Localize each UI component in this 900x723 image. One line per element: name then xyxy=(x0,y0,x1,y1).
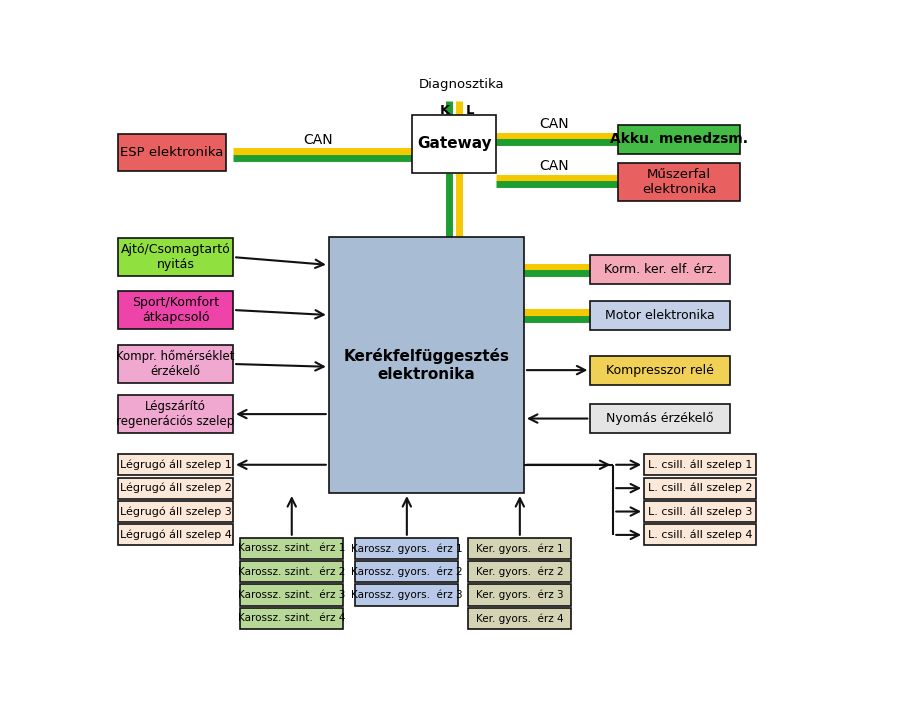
Text: Gateway: Gateway xyxy=(417,137,491,151)
Text: Ker. gyors.  érz 4: Ker. gyors. érz 4 xyxy=(476,613,563,624)
Bar xyxy=(118,478,233,499)
Bar xyxy=(240,561,344,582)
Text: Karossz. szint.  érz 1: Karossz. szint. érz 1 xyxy=(238,543,346,553)
Text: Légrugó áll szelep 2: Légrugó áll szelep 2 xyxy=(120,483,231,493)
Text: K: K xyxy=(439,103,450,116)
Text: Korm. ker. elf. érz.: Korm. ker. elf. érz. xyxy=(604,263,716,276)
Text: L. csill. áll szelep 2: L. csill. áll szelep 2 xyxy=(647,483,752,493)
Text: Diagnosztika: Diagnosztika xyxy=(418,78,504,91)
Text: Kompresszor relé: Kompresszor relé xyxy=(606,364,714,377)
Text: ESP elektronika: ESP elektronika xyxy=(121,146,224,159)
Text: Ker. gyors.  érz 1: Ker. gyors. érz 1 xyxy=(476,543,563,554)
Bar xyxy=(118,501,233,522)
Text: L: L xyxy=(465,103,474,116)
Bar xyxy=(618,163,740,201)
Bar xyxy=(412,114,496,173)
Bar xyxy=(240,538,344,559)
Bar xyxy=(240,608,344,629)
Bar xyxy=(644,478,756,499)
Bar xyxy=(590,404,730,433)
Bar xyxy=(590,301,730,330)
Text: Nyomás érzékelő: Nyomás érzékelő xyxy=(607,412,714,425)
Bar xyxy=(118,345,233,383)
Text: Műszerfal
elektronika: Műszerfal elektronika xyxy=(642,168,716,196)
Text: Karossz. gyors.  érz 3: Karossz. gyors. érz 3 xyxy=(351,590,463,600)
Bar xyxy=(356,538,458,559)
Text: Légrugó áll szelep 1: Légrugó áll szelep 1 xyxy=(120,460,231,470)
Text: Légszárító
regenerációs szelep: Légszárító regenerációs szelep xyxy=(116,400,235,428)
Text: Sport/Komfort
átkapcsoló: Sport/Komfort átkapcsoló xyxy=(132,296,220,324)
Text: Karossz. szint.  érz 2: Karossz. szint. érz 2 xyxy=(238,567,346,577)
Bar xyxy=(356,561,458,582)
Text: L. csill. áll szelep 1: L. csill. áll szelep 1 xyxy=(648,460,752,470)
Text: Karossz. gyors.  érz 2: Karossz. gyors. érz 2 xyxy=(351,566,463,577)
Bar xyxy=(468,584,572,606)
Bar xyxy=(618,124,740,153)
Bar xyxy=(644,454,756,475)
Text: Karossz. szint.  érz 4: Karossz. szint. érz 4 xyxy=(238,613,346,623)
Bar xyxy=(118,454,233,475)
Text: L. csill. áll szelep 4: L. csill. áll szelep 4 xyxy=(647,530,752,540)
Bar xyxy=(468,538,572,559)
Text: Karossz. szint.  érz 3: Karossz. szint. érz 3 xyxy=(238,590,346,600)
Text: CAN: CAN xyxy=(539,117,569,132)
Bar xyxy=(468,561,572,582)
Text: Légrugó áll szelep 3: Légrugó áll szelep 3 xyxy=(120,506,231,517)
Text: L. csill. áll szelep 3: L. csill. áll szelep 3 xyxy=(648,506,752,517)
Bar xyxy=(644,501,756,522)
Text: Ker. gyors.  érz 2: Ker. gyors. érz 2 xyxy=(476,566,563,577)
Bar xyxy=(644,524,756,545)
Text: CAN: CAN xyxy=(539,159,569,173)
Bar xyxy=(118,238,233,276)
Bar xyxy=(468,608,572,629)
Text: Légrugó áll szelep 4: Légrugó áll szelep 4 xyxy=(120,530,231,540)
Text: Kompr. hőmérséklet
érzékelő: Kompr. hőmérséklet érzékelő xyxy=(116,350,235,378)
Bar xyxy=(356,584,458,606)
Text: Kerékfelfüggesztés
elektronika: Kerékfelfüggesztés elektronika xyxy=(344,348,509,382)
Text: Motor elektronika: Motor elektronika xyxy=(605,309,715,322)
Bar xyxy=(328,237,524,493)
Bar xyxy=(118,524,233,545)
Text: Ker. gyors.  érz 3: Ker. gyors. érz 3 xyxy=(476,590,563,600)
Bar xyxy=(118,134,226,171)
Text: Akku. menedzsm.: Akku. menedzsm. xyxy=(610,132,748,146)
Text: Karossz. gyors.  érz 1: Karossz. gyors. érz 1 xyxy=(351,543,463,554)
Bar xyxy=(590,255,730,284)
Bar xyxy=(590,356,730,385)
Bar xyxy=(118,395,233,433)
Bar xyxy=(240,584,344,606)
Text: Ajtó/Csomagtartó
nyitás: Ajtó/Csomagtartó nyitás xyxy=(121,243,230,271)
Text: CAN: CAN xyxy=(303,133,333,147)
Bar xyxy=(118,291,233,329)
